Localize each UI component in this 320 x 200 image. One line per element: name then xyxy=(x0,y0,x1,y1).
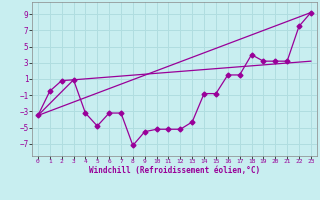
X-axis label: Windchill (Refroidissement éolien,°C): Windchill (Refroidissement éolien,°C) xyxy=(89,166,260,175)
